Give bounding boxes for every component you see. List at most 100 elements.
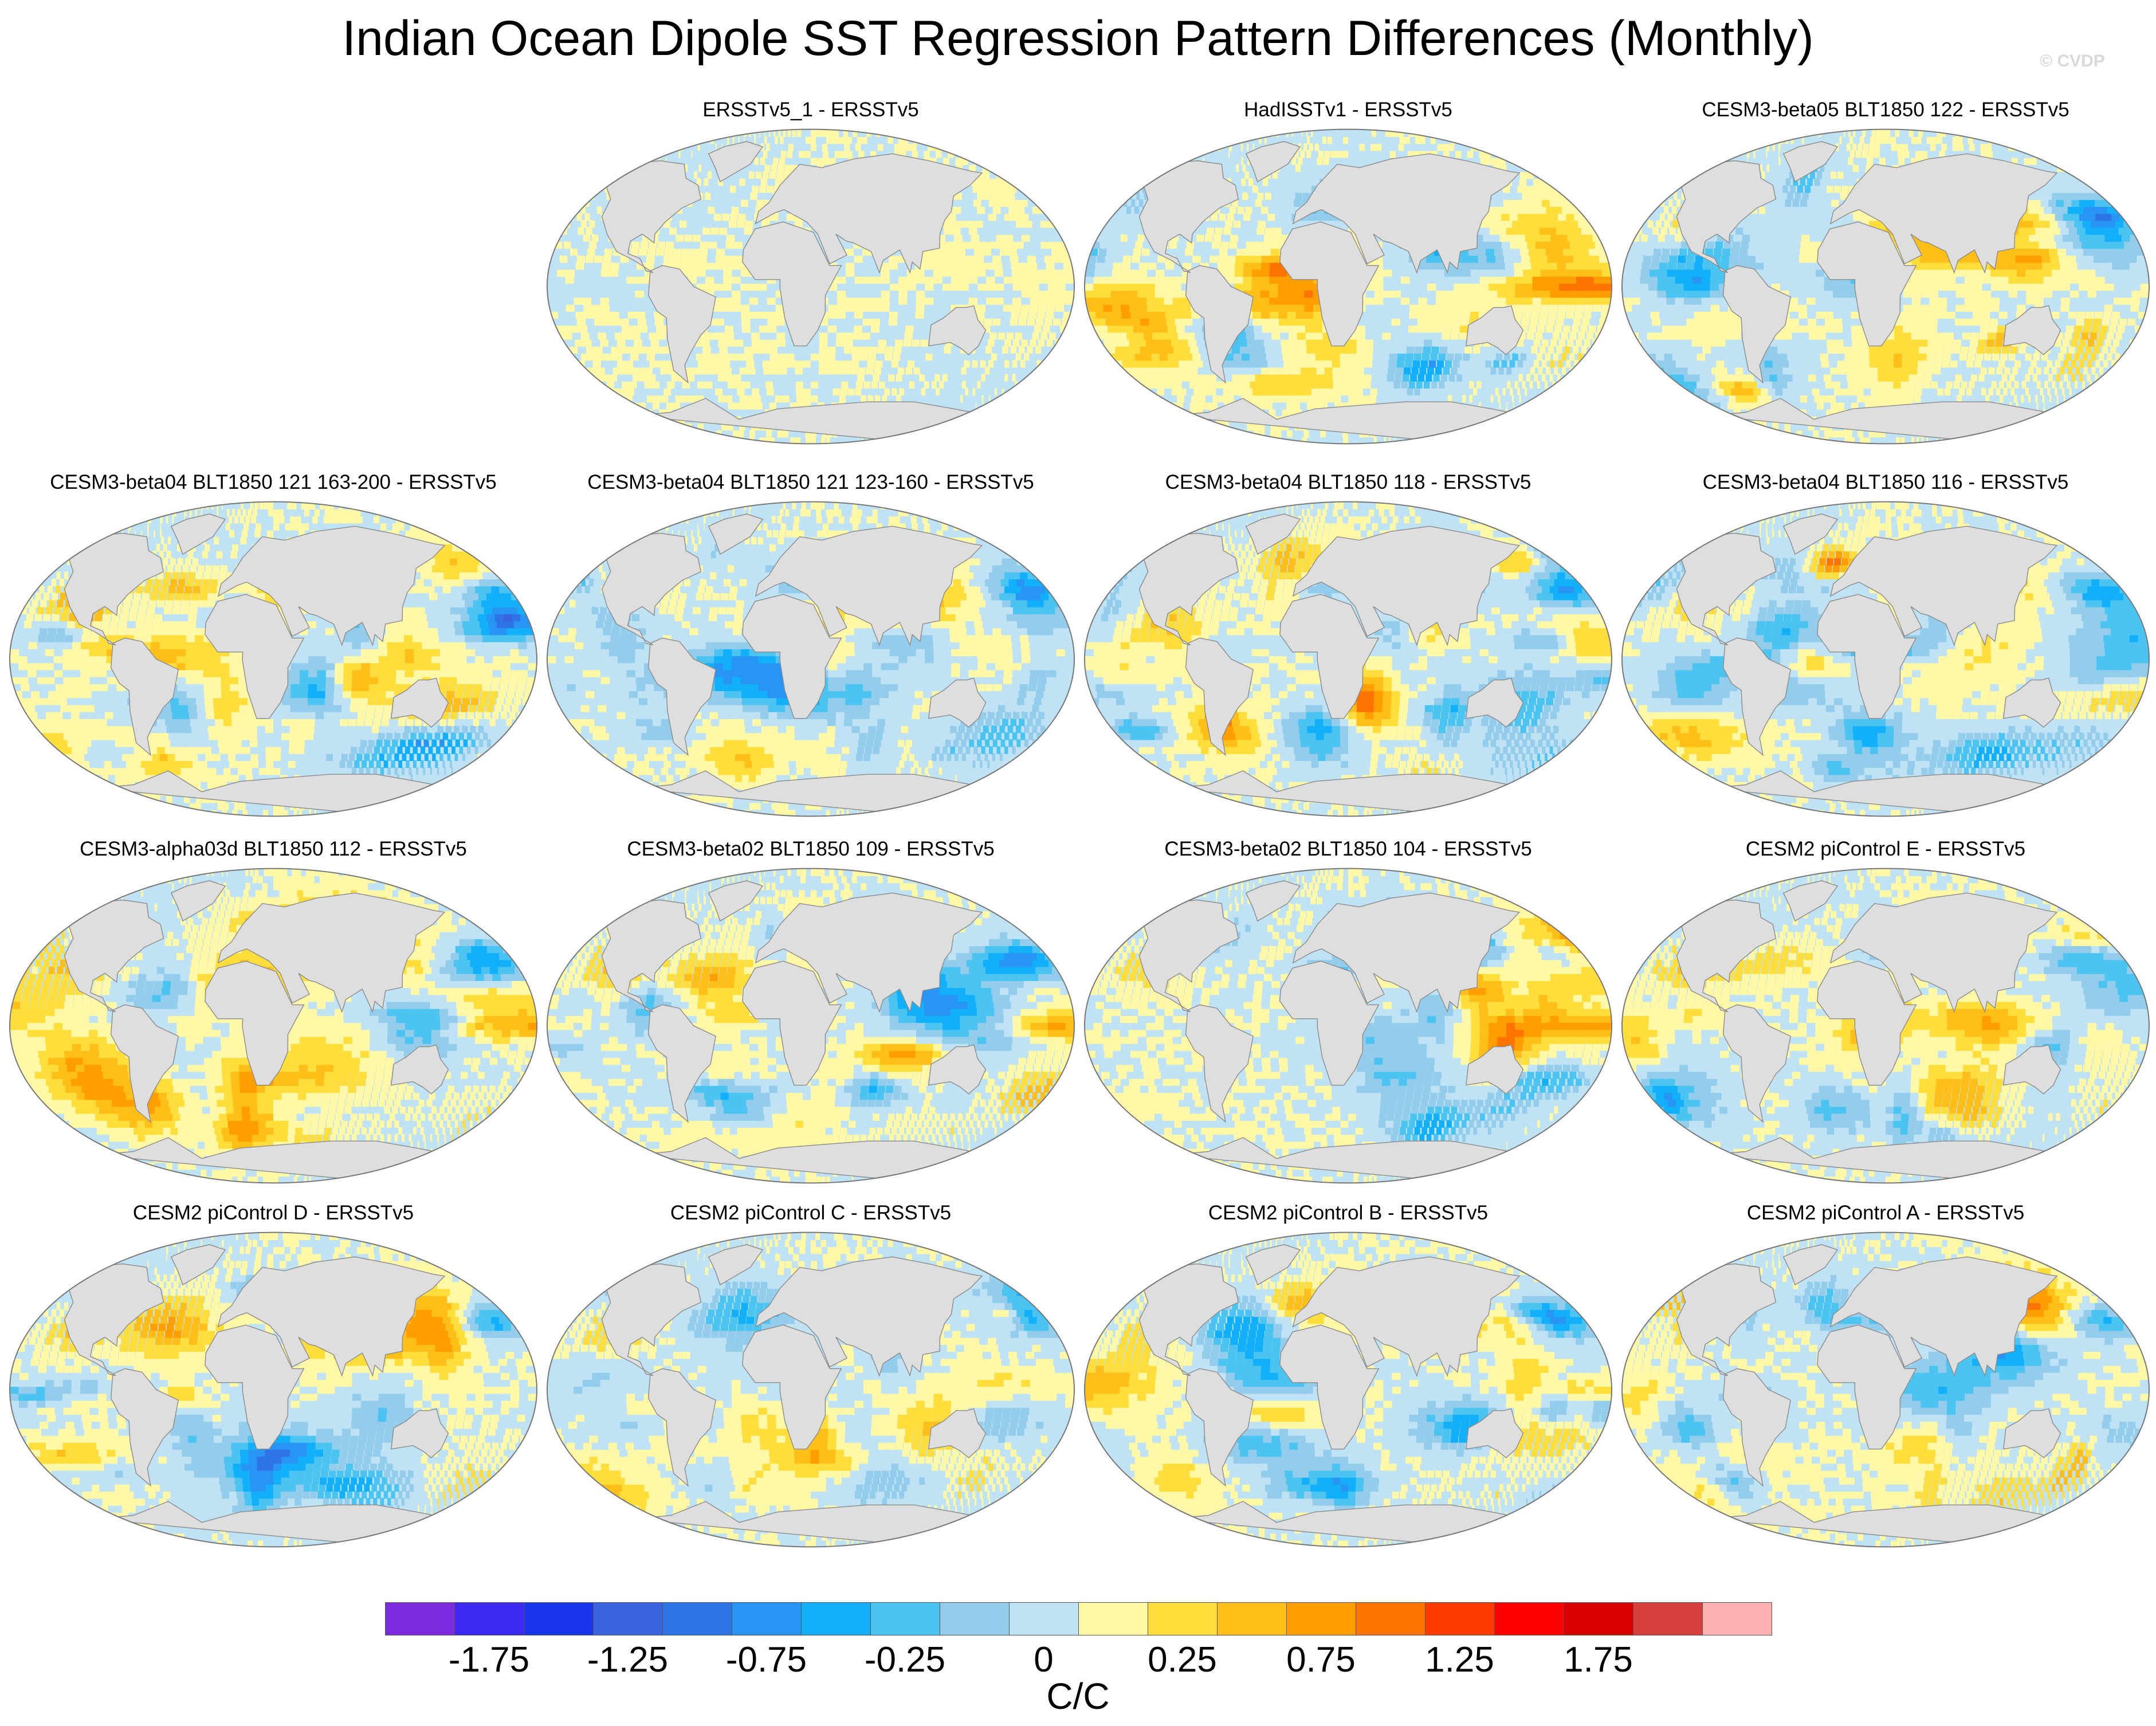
sst-cell [1520,352,1526,361]
sst-cell [1108,325,1119,333]
sst-cell [1392,290,1402,298]
sst-cell [1257,192,1264,200]
sst-cell [1218,262,1227,270]
sst-cell [682,248,690,256]
sst-cell [1286,283,1297,291]
sst-cell [627,304,638,312]
sst-cell [1540,178,1555,186]
sst-cell [1531,269,1542,277]
sst-cell [881,290,890,298]
sst-cell [609,269,619,277]
sst-cell [714,304,725,312]
sst-cell [1270,317,1281,326]
sst-cell [1382,241,1392,249]
sst-cell [1567,297,1577,305]
sst-cell [947,380,952,389]
sst-cell [1044,360,1049,368]
sst-cell [594,317,606,326]
sst-cell [1374,325,1383,333]
sst-cell [1297,332,1307,340]
sst-cell [1427,367,1434,375]
sst-cell [678,150,681,158]
sst-cell [749,297,759,305]
sst-cell [1264,227,1273,235]
sst-cell [776,171,783,179]
sst-cell [566,234,573,242]
sst-cell [564,283,575,291]
sst-cell [693,171,698,179]
sst-cell [802,346,812,354]
sst-cell [547,283,557,291]
sst-cell [1102,290,1112,298]
sst-cell [929,136,945,144]
sst-cell [928,387,933,396]
sst-cell [1521,415,1525,423]
sst-cell [758,283,768,291]
continent-south-america [647,265,716,384]
sst-cell [1248,346,1259,354]
sst-cell [740,297,751,305]
sst-cell [1547,255,1558,263]
sst-cell [1400,276,1411,284]
sst-cell [1183,255,1192,263]
sst-cell [1299,360,1310,368]
sst-cell [779,374,789,382]
sst-cell [1493,360,1499,368]
sst-cell [1370,380,1379,389]
sst-cell [1297,325,1306,333]
sst-cell [964,360,970,368]
sst-cell [818,367,827,375]
sst-cell [881,276,891,284]
sst-cell [905,325,914,333]
sst-cell [692,164,695,172]
sst-cell [1460,317,1470,326]
sst-cell [799,143,806,151]
sst-cell [1294,199,1302,207]
sst-cell [787,374,796,382]
sst-cell [561,248,570,256]
sst-cell [1029,269,1040,277]
sst-cell [620,317,631,326]
sst-cell [1226,269,1235,277]
sst-cell [1030,290,1040,298]
sst-cell [591,297,602,305]
sst-cell [740,290,751,298]
sst-cell [889,255,899,263]
sst-cell [961,143,979,151]
sst-cell [969,380,973,389]
sst-cell [968,297,978,305]
sst-cell [583,304,594,312]
sst-cell [1208,220,1216,228]
sst-cell [1116,248,1124,256]
sst-cell [927,346,934,354]
sst-cell [1149,317,1160,326]
sst-cell [1427,276,1437,284]
sst-cell [1240,227,1248,235]
sst-cell [1478,255,1489,263]
sst-cell [1137,283,1147,291]
sst-cell [1462,380,1467,389]
sst-cell [1267,185,1274,193]
sst-cell [1154,290,1165,298]
sst-cell [1503,415,1506,423]
sst-cell [759,136,761,144]
sst-cell [749,290,759,298]
sst-cell [1523,269,1533,277]
sst-cell [771,367,781,375]
sst-cell [1482,430,1489,438]
sst-cell [1027,255,1038,263]
sst-cell [1439,346,1447,354]
sst-cell [1305,395,1315,403]
sst-cell [767,157,772,165]
sst-cell [894,346,902,354]
sst-cell [932,395,936,403]
sst-cell [1142,325,1153,333]
sst-cell [767,304,777,312]
sst-cell [1273,346,1283,354]
sst-cell [955,402,957,410]
sst-cell [1148,311,1158,319]
sst-cell [1340,380,1349,389]
sst-cell [837,283,847,291]
sst-cell [1021,339,1028,347]
sst-cell [795,380,804,389]
